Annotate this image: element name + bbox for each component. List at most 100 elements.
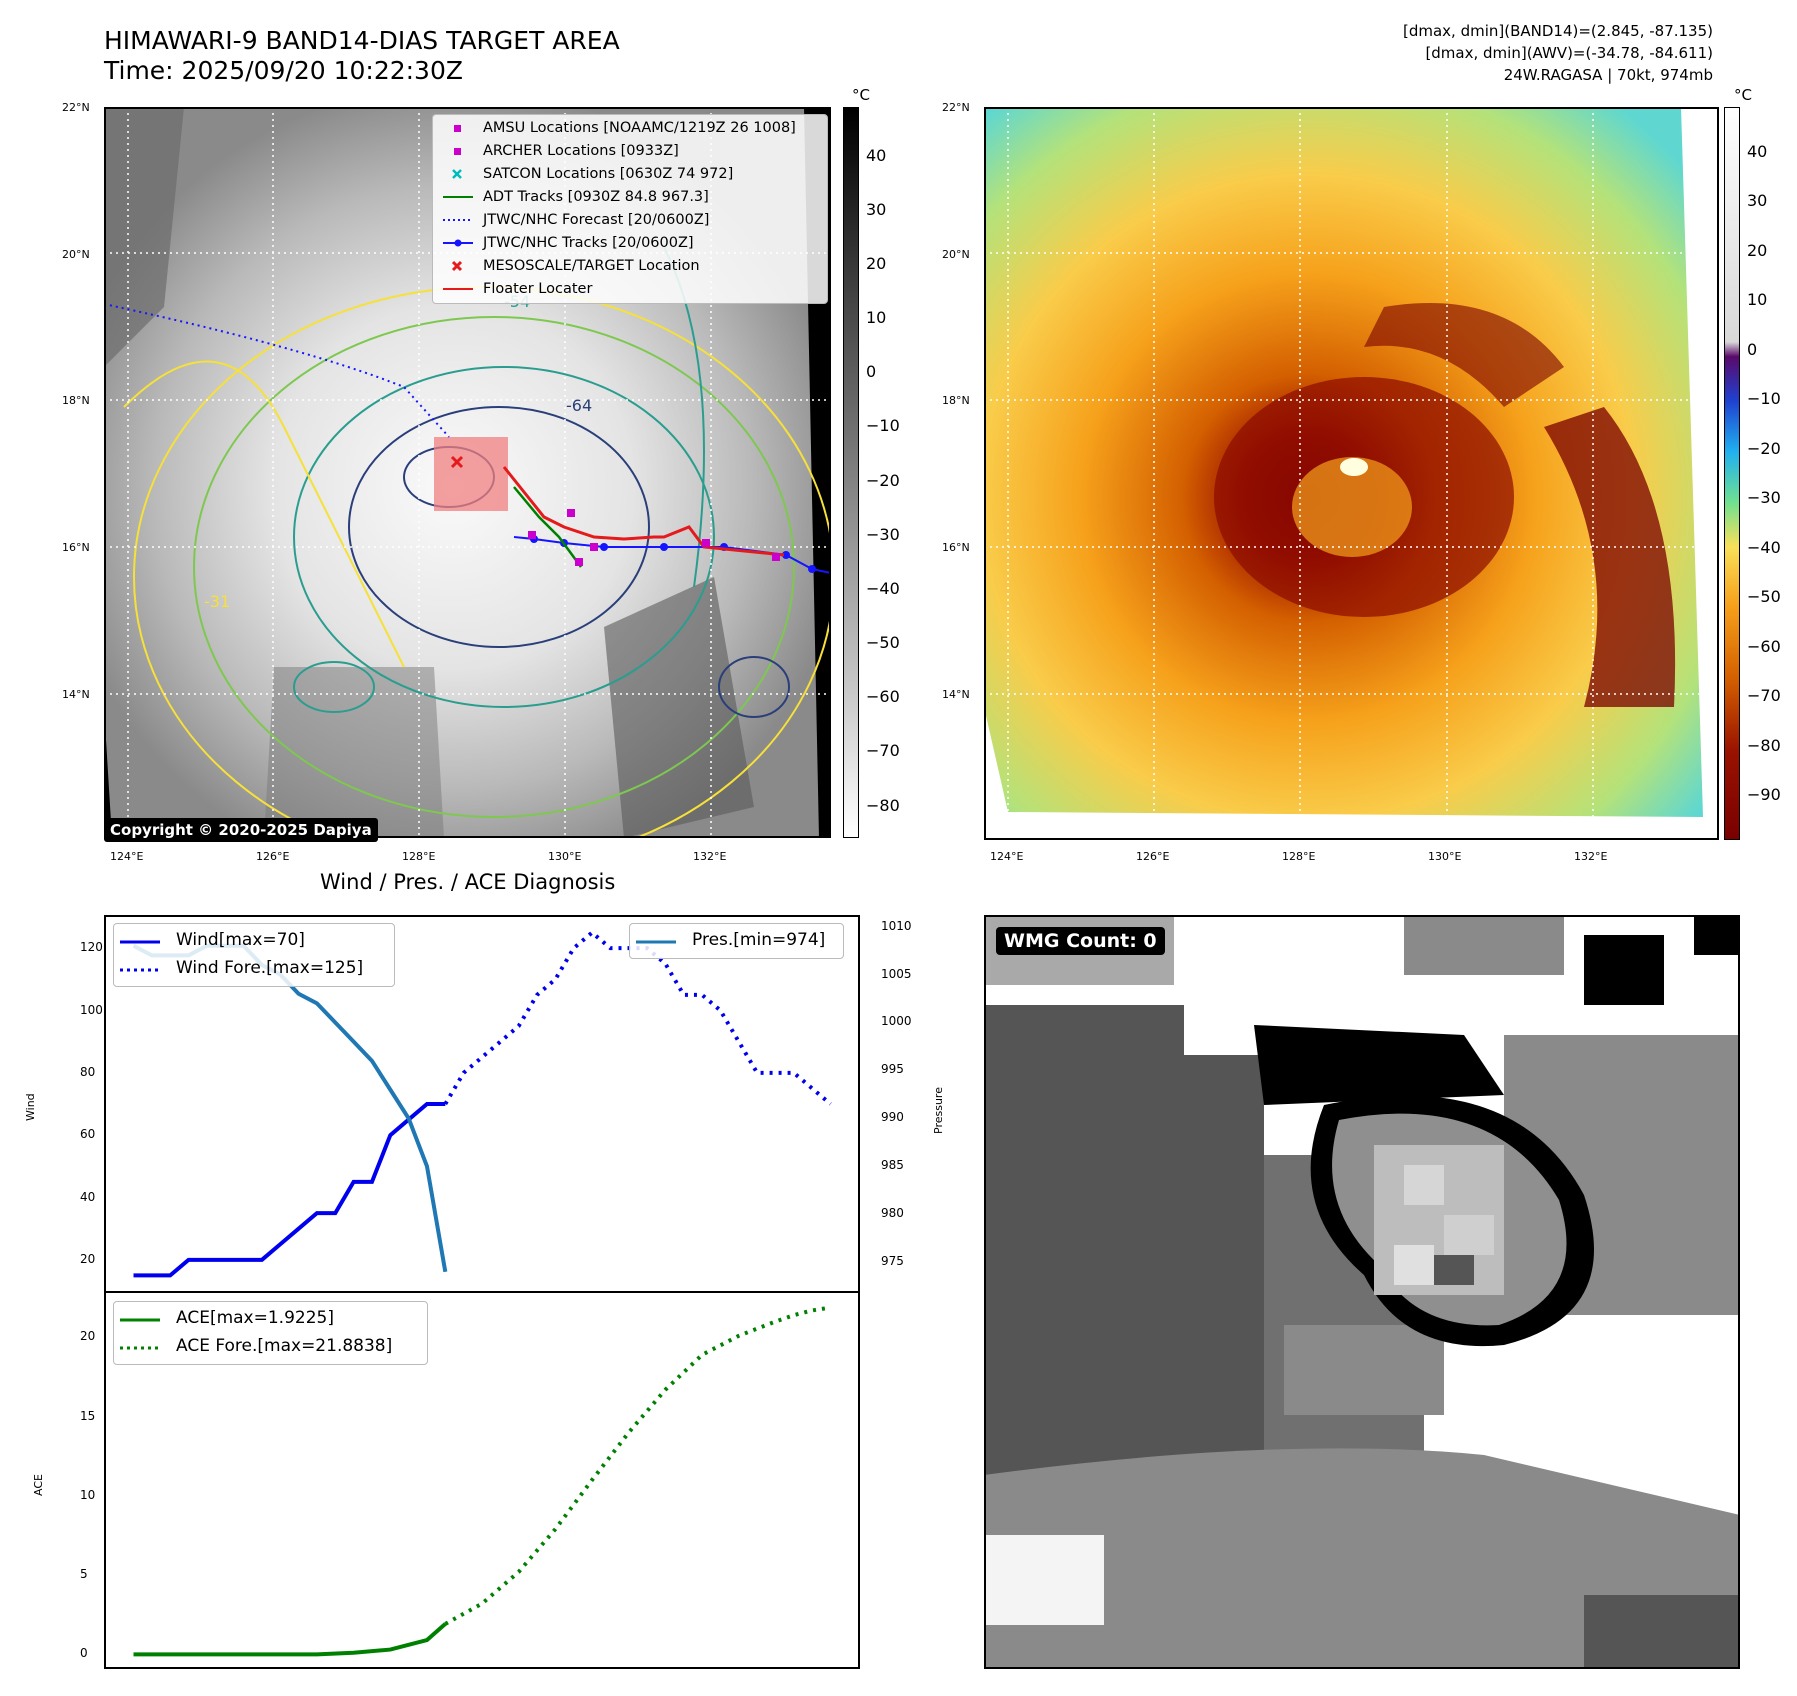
legend-forecast: JTWC/NHC Forecast [20/0600Z] (483, 212, 710, 228)
y-tick-label: 5 (80, 1567, 88, 1582)
lon-tick: 126°E (256, 850, 290, 863)
wmg-count-badge: WMG Count: 0 (996, 927, 1165, 955)
wmg-image (984, 915, 1740, 1669)
y-tick-label: 1010 (881, 918, 912, 933)
lon-tick: 126°E (1136, 850, 1170, 863)
colorbar-tick-label: −40 (1747, 537, 1781, 557)
ace-legend: ACE[max=1.9225] ACE Fore.[max=21.8838] (113, 1301, 428, 1365)
wind-legend: Wind[max=70] Wind Fore.[max=125] (113, 923, 395, 987)
colorbar-tick-label: 0 (1747, 339, 1758, 359)
colorbar-tick-label: −70 (866, 741, 900, 761)
diagnosis-title: Wind / Pres. / ACE Diagnosis (320, 870, 616, 894)
target-marker-icon (451, 260, 463, 272)
figure-title: HIMAWARI-9 BAND14-DIAS TARGET AREA (104, 26, 620, 55)
legend-jtwc: JTWC/NHC Tracks [20/0600Z] (483, 235, 694, 251)
colorbar-tick-label: −50 (866, 633, 900, 653)
legend-wind-forecast: Wind Fore.[max=125] (176, 958, 364, 978)
lat-tick: 20°N (942, 248, 970, 261)
lat-tick: 22°N (942, 101, 970, 114)
jtwc-track-icon (443, 239, 473, 247)
legend-target: MESOSCALE/TARGET Location (483, 258, 700, 274)
ace-panel (104, 1291, 860, 1669)
ace-forecast-series-line (444, 1305, 831, 1626)
colorbar-tick-label: 10 (1747, 290, 1768, 310)
colorbar-tick-label: −50 (1747, 587, 1781, 607)
y-tick-label: 20 (80, 1251, 96, 1266)
colorbar-tick-label: −20 (866, 470, 900, 490)
lon-tick: 124°E (110, 850, 144, 863)
awv-range: [dmax, dmin](AWV)=(-34.78, -84.611) (1425, 44, 1713, 62)
awv-map-panel (984, 107, 1719, 840)
colorbar-tick-label: 40 (866, 145, 887, 165)
colorbar-tick-label: 30 (1747, 191, 1768, 211)
colorbar-tick-label: −10 (1747, 389, 1781, 409)
colorbar-tick-label: −40 (866, 578, 900, 598)
colorbar-tick-label: 30 (866, 199, 887, 219)
pressure-axis-label: Pressure (932, 1087, 945, 1134)
wind-series-line (133, 1102, 446, 1278)
colorbar-tick-label: 20 (1747, 240, 1768, 260)
archer-marker-icon (454, 148, 461, 155)
copyright-label: Copyright © 2020-2025 Dapiya (104, 818, 378, 842)
y-tick-label: 100 (80, 1002, 103, 1017)
pressure-legend-marker (636, 940, 676, 944)
wind-legend-markers (120, 940, 160, 972)
wind-axis-label: Wind (24, 1093, 37, 1121)
pressure-series-line (132, 943, 448, 1273)
y-tick-label: 975 (881, 1254, 904, 1269)
legend-pressure: Pres.[min=974] (692, 930, 826, 950)
awv-map-image (984, 107, 1719, 840)
colorbar2-unit: °C (1734, 86, 1752, 104)
colorbar1-unit: °C (852, 86, 870, 104)
figure-time: Time: 2025/09/20 10:22:30Z (104, 56, 463, 85)
colorbar-tick-label: −20 (1747, 438, 1781, 458)
y-tick-label: 80 (80, 1064, 96, 1079)
legend-amsu: AMSU Locations [NOAAMC/1219Z 26 1008] (483, 120, 796, 136)
lon-tick: 124°E (990, 850, 1024, 863)
colorbar-tick-label: 40 (1747, 141, 1768, 161)
colorbar-tick-label: −70 (1747, 686, 1781, 706)
contour-label: -64 (566, 396, 592, 415)
legend-wind: Wind[max=70] (176, 930, 305, 950)
lat-tick: 22°N (62, 101, 90, 114)
y-tick-label: 980 (881, 1206, 904, 1221)
contour-label: -31 (204, 592, 230, 611)
lat-tick: 16°N (62, 541, 90, 554)
ace-plot (133, 1305, 831, 1657)
colorbar-tick-label: −80 (866, 795, 900, 815)
y-tick-label: 60 (80, 1127, 96, 1142)
satcon-marker-icon (452, 169, 462, 179)
lat-tick: 14°N (942, 688, 970, 701)
legend-ace: ACE[max=1.9225] (176, 1308, 334, 1328)
ace-series-line (133, 1622, 447, 1657)
y-tick-label: 985 (881, 1158, 904, 1173)
colorbar-tick-label: 0 (866, 362, 877, 382)
y-tick-label: 15 (80, 1408, 96, 1423)
y-tick-label: 1005 (881, 966, 912, 981)
lat-tick: 18°N (942, 394, 970, 407)
y-tick-label: 120 (80, 940, 103, 955)
colorbar-tick-label: −80 (1747, 735, 1781, 755)
ace-axis-label: ACE (32, 1474, 45, 1496)
lon-tick: 128°E (1282, 850, 1316, 863)
colorbar2 (1724, 107, 1740, 840)
y-tick-label: 995 (881, 1062, 904, 1077)
lat-tick: 16°N (942, 541, 970, 554)
wmg-panel (984, 915, 1740, 1669)
ace-legend-markers (120, 1318, 160, 1350)
y-tick-label: 20 (80, 1329, 96, 1344)
lon-tick: 130°E (548, 850, 582, 863)
legend-archer: ARCHER Locations [0933Z] (483, 143, 679, 159)
map-legend: AMSU Locations [NOAAMC/1219Z 26 1008] AR… (432, 114, 828, 304)
y-tick-label: 0 (80, 1646, 88, 1661)
colorbar-tick-label: −30 (866, 524, 900, 544)
storm-info: 24W.RAGASA | 70kt, 974mb (1503, 66, 1713, 84)
legend-ace-forecast: ACE Fore.[max=21.8838] (176, 1336, 393, 1356)
band14-range: [dmax, dmin](BAND14)=(2.845, -87.135) (1402, 22, 1713, 40)
colorbar-tick-label: 20 (866, 254, 887, 274)
colorbar-tick-label: −90 (1747, 785, 1781, 805)
lon-tick: 132°E (1574, 850, 1608, 863)
lon-tick: 128°E (402, 850, 436, 863)
lat-tick: 14°N (62, 688, 90, 701)
lon-tick: 130°E (1428, 850, 1462, 863)
